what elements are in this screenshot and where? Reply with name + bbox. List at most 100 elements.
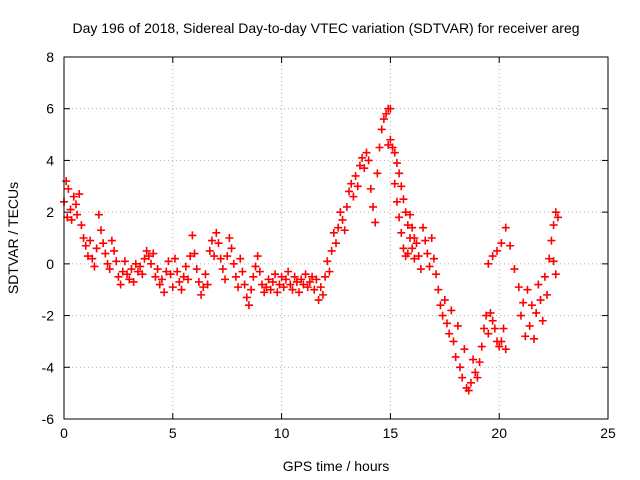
data-point <box>94 210 103 219</box>
data-point <box>477 342 486 351</box>
data-point <box>288 285 297 294</box>
data-point <box>271 270 280 279</box>
data-point <box>129 277 138 286</box>
data-point <box>284 267 293 276</box>
x-axis-label: GPS time / hours <box>283 458 390 474</box>
data-point <box>456 363 465 372</box>
data-point <box>551 270 560 279</box>
data-point <box>551 208 560 217</box>
data-point <box>286 280 295 289</box>
data-point <box>390 148 399 157</box>
data-point <box>201 270 210 279</box>
data-point <box>534 280 543 289</box>
data-point <box>405 210 414 219</box>
data-point <box>103 259 112 268</box>
data-point <box>495 342 504 351</box>
data-point <box>225 234 234 242</box>
tick-labels: 0 5 10 15 20 25 -6 -4 -2 0 2 4 6 8 <box>42 49 616 441</box>
data-point <box>384 140 393 149</box>
data-point <box>197 290 206 299</box>
data-point <box>166 270 175 279</box>
data-point <box>323 257 332 266</box>
data-point <box>460 345 469 354</box>
data-point <box>340 226 349 235</box>
data-point <box>310 285 319 294</box>
data-point <box>192 265 201 274</box>
data-point <box>114 272 123 281</box>
data-point <box>234 283 243 292</box>
data-point <box>484 259 493 268</box>
data-point <box>247 285 256 294</box>
data-point <box>549 221 558 230</box>
data-point <box>62 177 71 186</box>
data-point <box>364 156 373 165</box>
data-point <box>151 272 160 281</box>
y-tick-label: -6 <box>42 411 55 427</box>
data-point <box>355 161 364 170</box>
data-point <box>360 164 369 173</box>
data-point <box>92 244 101 253</box>
data-point <box>314 296 323 305</box>
data-point <box>301 270 310 279</box>
data-point <box>410 234 419 242</box>
data-point <box>118 267 127 276</box>
data-point <box>497 337 506 346</box>
data-point <box>279 283 288 292</box>
data-point <box>466 378 475 387</box>
data-point <box>345 187 354 196</box>
data-point <box>449 337 458 346</box>
data-point <box>530 334 539 343</box>
data-point <box>366 184 375 193</box>
data-point <box>371 218 380 227</box>
data-point <box>412 239 421 248</box>
data-point <box>155 280 164 289</box>
data-point <box>216 254 225 263</box>
data-point <box>255 267 264 276</box>
data-point <box>379 115 388 124</box>
data-point <box>131 259 140 268</box>
data-point <box>101 249 110 258</box>
data-point <box>488 316 497 325</box>
data-point <box>484 329 493 338</box>
data-point <box>262 283 271 292</box>
data-point <box>258 280 267 289</box>
data-point <box>527 301 536 310</box>
data-point <box>212 228 221 237</box>
data-point <box>414 252 423 261</box>
y-tick-label: 6 <box>46 101 54 117</box>
data-point <box>186 252 195 261</box>
data-point <box>469 355 478 364</box>
data-point <box>194 277 203 286</box>
data-point <box>447 306 456 315</box>
data-point <box>86 236 95 245</box>
data-point <box>157 275 166 284</box>
data-point <box>427 234 436 242</box>
data-point <box>519 298 528 307</box>
data-point <box>549 257 558 266</box>
data-point <box>525 321 534 330</box>
data-point <box>347 179 356 188</box>
data-point <box>334 223 343 232</box>
x-tick-label: 25 <box>600 425 616 441</box>
data-point <box>305 277 314 286</box>
data-point <box>327 246 336 255</box>
data-point <box>401 208 410 217</box>
data-point <box>475 358 484 367</box>
data-point <box>170 254 179 263</box>
data-point <box>140 254 149 263</box>
y-tick-label: -4 <box>42 359 55 375</box>
data-point <box>299 280 308 289</box>
data-point <box>332 239 340 248</box>
data-point <box>123 270 132 279</box>
data-point <box>253 252 262 261</box>
data-point <box>90 262 99 271</box>
data-point <box>249 272 258 281</box>
chart-title: Day 196 of 2018, Sidereal Day-to-day VTE… <box>72 20 579 36</box>
data-point <box>112 257 121 266</box>
data-point <box>440 296 449 305</box>
data-point <box>375 143 384 152</box>
data-point <box>221 275 230 284</box>
data-point <box>386 135 395 144</box>
data-point <box>66 205 75 214</box>
data-point <box>486 308 495 317</box>
